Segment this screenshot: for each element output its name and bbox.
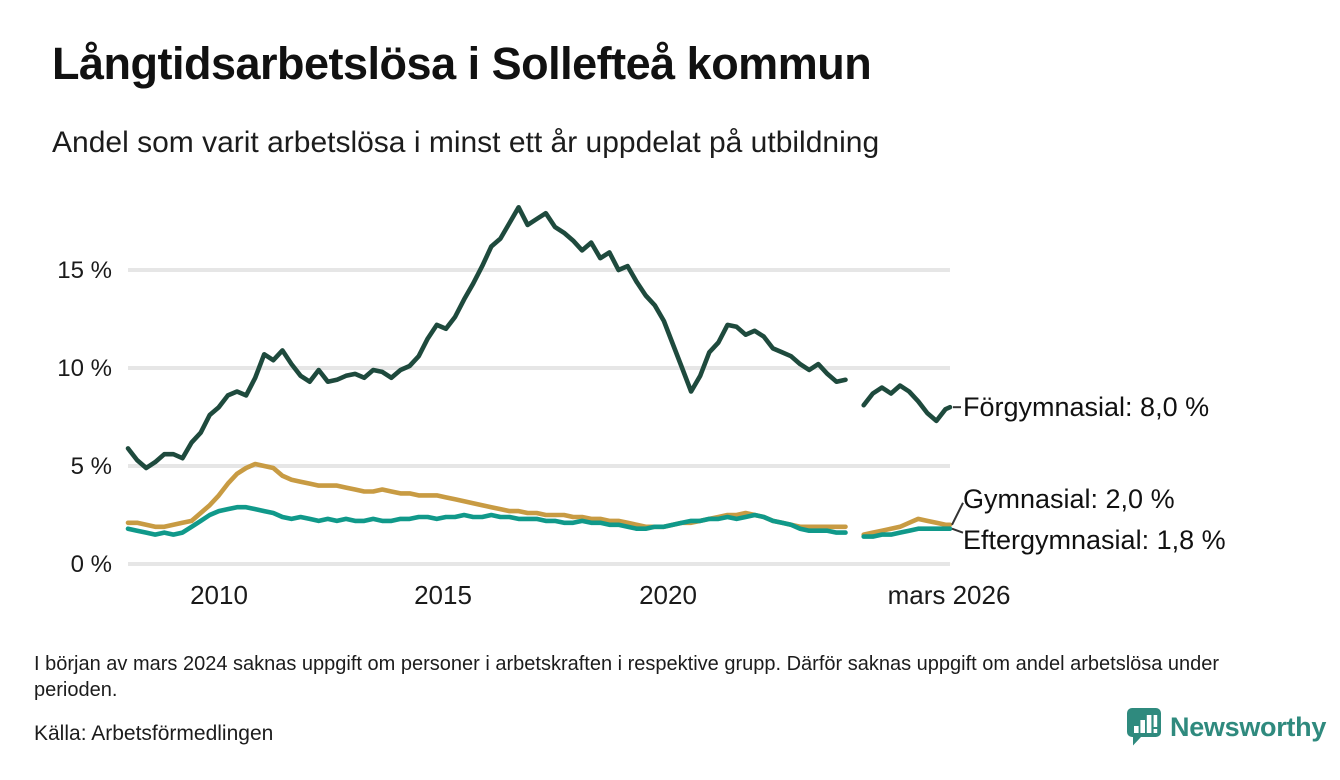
leader-line-eftergymnasial: [951, 527, 964, 534]
y-tick-5: 5 %: [70, 453, 112, 480]
series-line-0: [125, 205, 848, 471]
x-tick-2015: 2015: [414, 580, 472, 610]
x-tick-mars-2026: mars 2026: [887, 580, 1011, 610]
source-line: Källa: Arbetsförmedlingen: [34, 722, 274, 745]
page-subtitle: Andel som varit arbetslösa i minst ett å…: [52, 126, 880, 159]
newsworthy-logo: Newsworthy: [1127, 708, 1326, 746]
series-line-0: [861, 383, 953, 424]
series-label-forgymnasial: Förgymnasial: 8,0 %: [963, 392, 1210, 422]
newsworthy-wordmark: Newsworthy: [1170, 711, 1327, 742]
newsworthy-mark-icon: [1127, 708, 1161, 746]
x-tick-2020: 2020: [639, 580, 697, 610]
series-line-2: [125, 504, 848, 537]
chart-footnote: I början av mars 2024 saknas uppgift om …: [34, 653, 1220, 701]
series-label-eftergymnasial: Eftergymnasial: 1,8 %: [963, 525, 1226, 555]
y-tick-0: 0 %: [70, 551, 112, 578]
y-tick-10: 10 %: [57, 355, 112, 382]
y-tick-15: 15 %: [57, 257, 112, 284]
x-tick-2010: 2010: [190, 580, 248, 610]
leader-line-gymnasial: [951, 502, 964, 526]
series-line-2: [861, 526, 953, 539]
series-label-gymnasial: Gymnasial: 2,0 %: [963, 484, 1175, 514]
series-line-1: [861, 516, 953, 537]
page-title: Långtidsarbetslösa i Sollefteå kommun: [52, 38, 872, 89]
